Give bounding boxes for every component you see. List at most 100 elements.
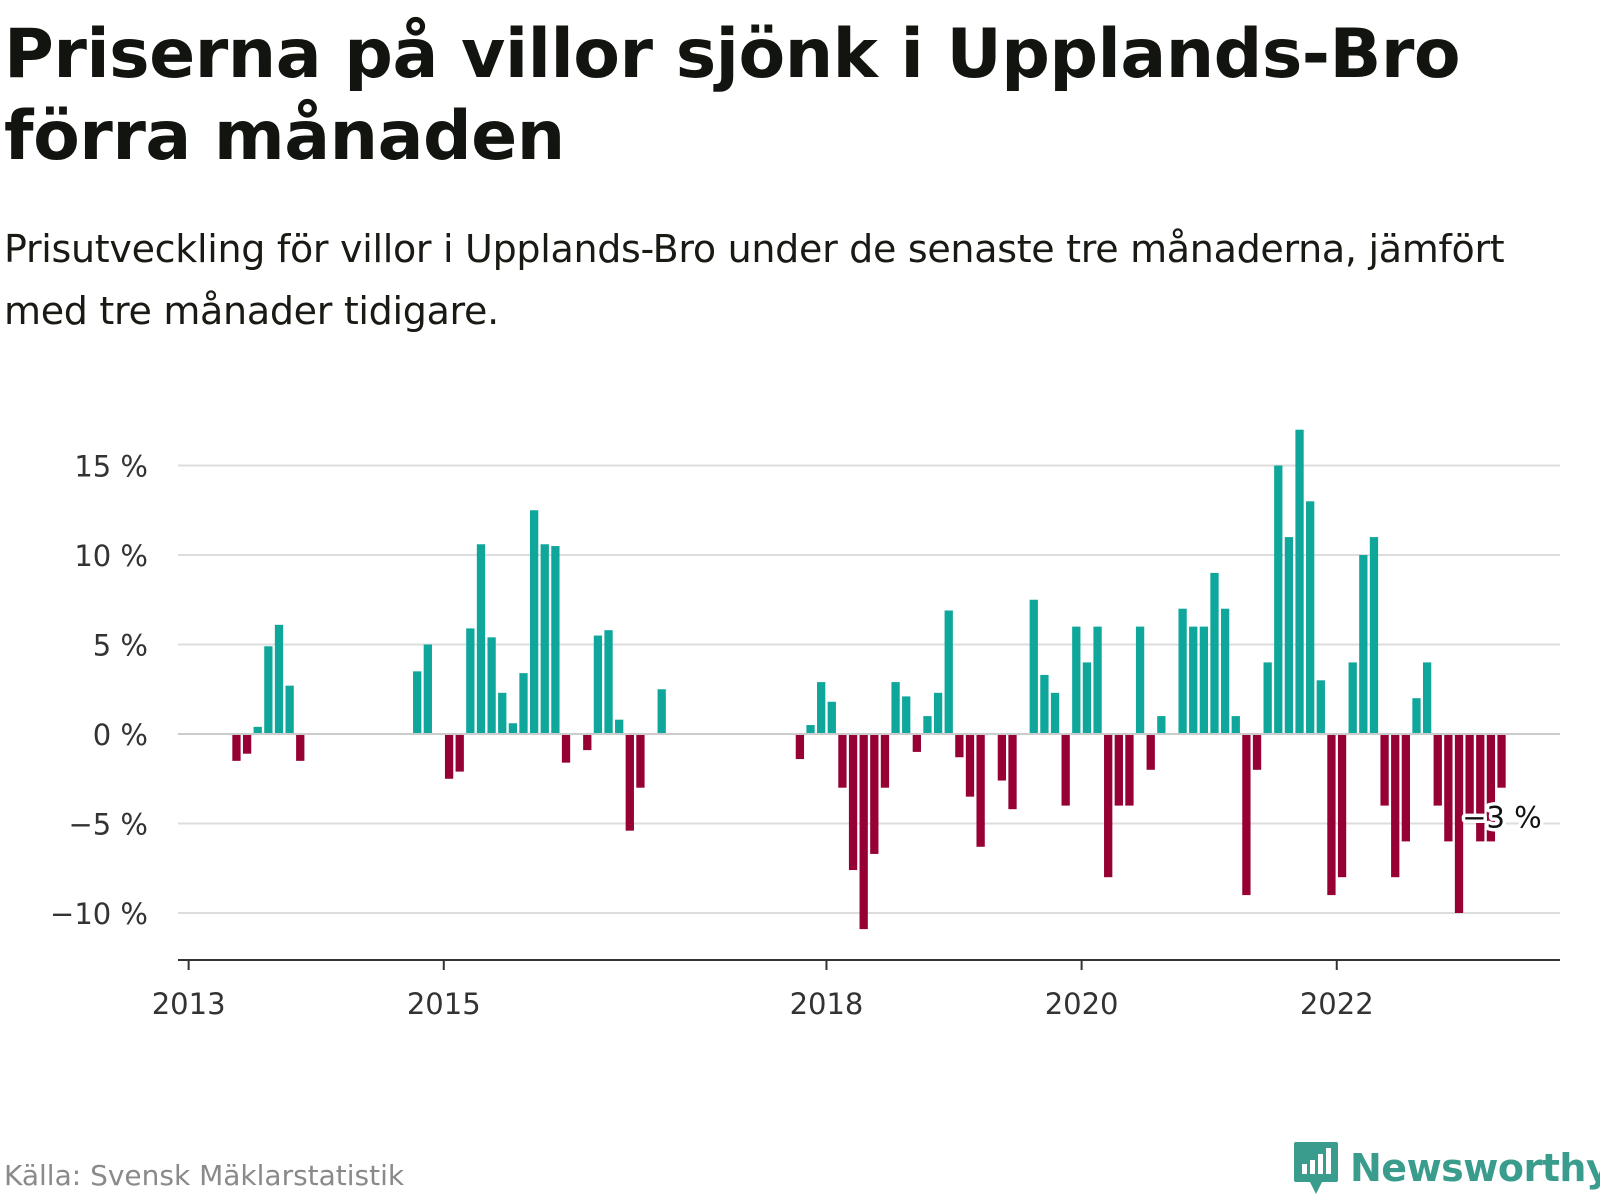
bar bbox=[933, 692, 943, 734]
bar bbox=[1412, 698, 1421, 734]
bar bbox=[593, 635, 603, 734]
bar bbox=[1135, 626, 1145, 734]
bar bbox=[912, 734, 921, 752]
bar bbox=[253, 726, 262, 734]
bar bbox=[1082, 662, 1092, 734]
y-axis: 15 % 10 % 5 % 0 % −5 % −10 % bbox=[50, 450, 148, 932]
bar bbox=[923, 716, 932, 734]
bar bbox=[1199, 626, 1209, 734]
x-tick-label: 2015 bbox=[407, 987, 481, 1020]
bar bbox=[848, 734, 858, 871]
bar bbox=[1114, 734, 1123, 806]
bar bbox=[1316, 680, 1325, 734]
bar bbox=[1401, 734, 1410, 842]
bar bbox=[1295, 429, 1304, 734]
y-tick-label: 0 % bbox=[93, 718, 148, 752]
bar bbox=[944, 610, 953, 734]
chart-subtitle: Prisutveckling för villor i Upplands-Bro… bbox=[4, 227, 1505, 333]
bar bbox=[870, 734, 879, 854]
bar bbox=[1497, 734, 1506, 788]
data-labels: −3 % bbox=[1459, 797, 1546, 838]
bar bbox=[817, 682, 826, 734]
last-value-label: −3 % bbox=[1462, 800, 1542, 834]
bar bbox=[242, 734, 252, 754]
bar bbox=[285, 685, 294, 734]
y-tick-label: 5 % bbox=[93, 629, 148, 663]
brand-name: Newsworthy bbox=[1350, 1146, 1600, 1190]
bar bbox=[965, 734, 975, 797]
bar bbox=[615, 719, 624, 734]
bar bbox=[466, 628, 475, 734]
bar bbox=[604, 630, 613, 734]
bar bbox=[625, 734, 634, 831]
bar bbox=[1486, 734, 1496, 842]
bar bbox=[1433, 734, 1442, 806]
bar bbox=[413, 671, 422, 734]
bar bbox=[1369, 537, 1379, 734]
bar bbox=[795, 734, 805, 760]
bar bbox=[1444, 734, 1453, 842]
bar bbox=[508, 723, 518, 734]
bar bbox=[880, 734, 890, 788]
bar bbox=[1093, 626, 1102, 734]
bar bbox=[274, 624, 284, 734]
bar bbox=[232, 734, 241, 761]
brand-logo: Newsworthy bbox=[1292, 1138, 1600, 1198]
source-note: Källa: Svensk Mäklarstatistik bbox=[4, 1159, 405, 1192]
x-axis: 2013 2015 2018 2020 2022 bbox=[152, 959, 1560, 1020]
bar bbox=[476, 544, 486, 734]
bar bbox=[1210, 572, 1219, 734]
bar bbox=[487, 637, 496, 734]
bar bbox=[636, 734, 645, 788]
x-tick-label: 2013 bbox=[152, 987, 226, 1020]
bar bbox=[1104, 734, 1113, 878]
bar bbox=[1040, 674, 1049, 734]
bar bbox=[540, 544, 549, 734]
bar bbox=[1327, 734, 1336, 896]
bar bbox=[1189, 626, 1198, 734]
x-tick-label: 2020 bbox=[1045, 987, 1119, 1020]
bar bbox=[827, 701, 836, 734]
bar bbox=[1061, 734, 1070, 806]
bar bbox=[1263, 662, 1272, 734]
bar-chart: 15 % 10 % 5 % 0 % −5 % −10 % 2013 2015 2018 2020… bbox=[50, 429, 1560, 1020]
bar bbox=[1422, 662, 1432, 734]
bar bbox=[498, 692, 507, 734]
newsworthy-logo-icon bbox=[1294, 1142, 1338, 1194]
bar bbox=[1050, 692, 1060, 734]
bar bbox=[806, 725, 815, 734]
bar bbox=[1380, 734, 1389, 806]
bar bbox=[1465, 734, 1474, 815]
bar bbox=[444, 734, 454, 779]
bar bbox=[529, 510, 539, 734]
bar bbox=[423, 644, 432, 734]
bar bbox=[976, 734, 985, 847]
bar bbox=[1029, 599, 1038, 734]
y-tick-label: 10 % bbox=[74, 539, 148, 573]
bar bbox=[1125, 734, 1134, 806]
y-tick-label: −5 % bbox=[68, 808, 148, 842]
bar bbox=[551, 546, 560, 734]
bar bbox=[1178, 608, 1187, 734]
bar bbox=[1242, 734, 1251, 896]
bar bbox=[1391, 734, 1400, 878]
bar bbox=[1348, 662, 1357, 734]
bar bbox=[838, 734, 847, 788]
y-tick-label: 15 % bbox=[74, 450, 148, 484]
bar bbox=[1476, 734, 1485, 842]
bar bbox=[1454, 734, 1464, 913]
bar bbox=[1220, 608, 1230, 734]
chart-title: Priserna på villor sjönk i Upplands-Bro … bbox=[4, 15, 1461, 176]
bar bbox=[1231, 716, 1240, 734]
y-tick-label: −10 % bbox=[50, 897, 148, 931]
bar bbox=[519, 673, 528, 734]
bar bbox=[891, 682, 900, 734]
bar bbox=[657, 689, 666, 734]
bar bbox=[1274, 465, 1283, 734]
bar bbox=[455, 734, 464, 772]
bar bbox=[997, 734, 1007, 781]
bars bbox=[232, 429, 1506, 930]
bar bbox=[902, 696, 911, 734]
bar bbox=[264, 646, 273, 734]
bar bbox=[1072, 626, 1081, 734]
